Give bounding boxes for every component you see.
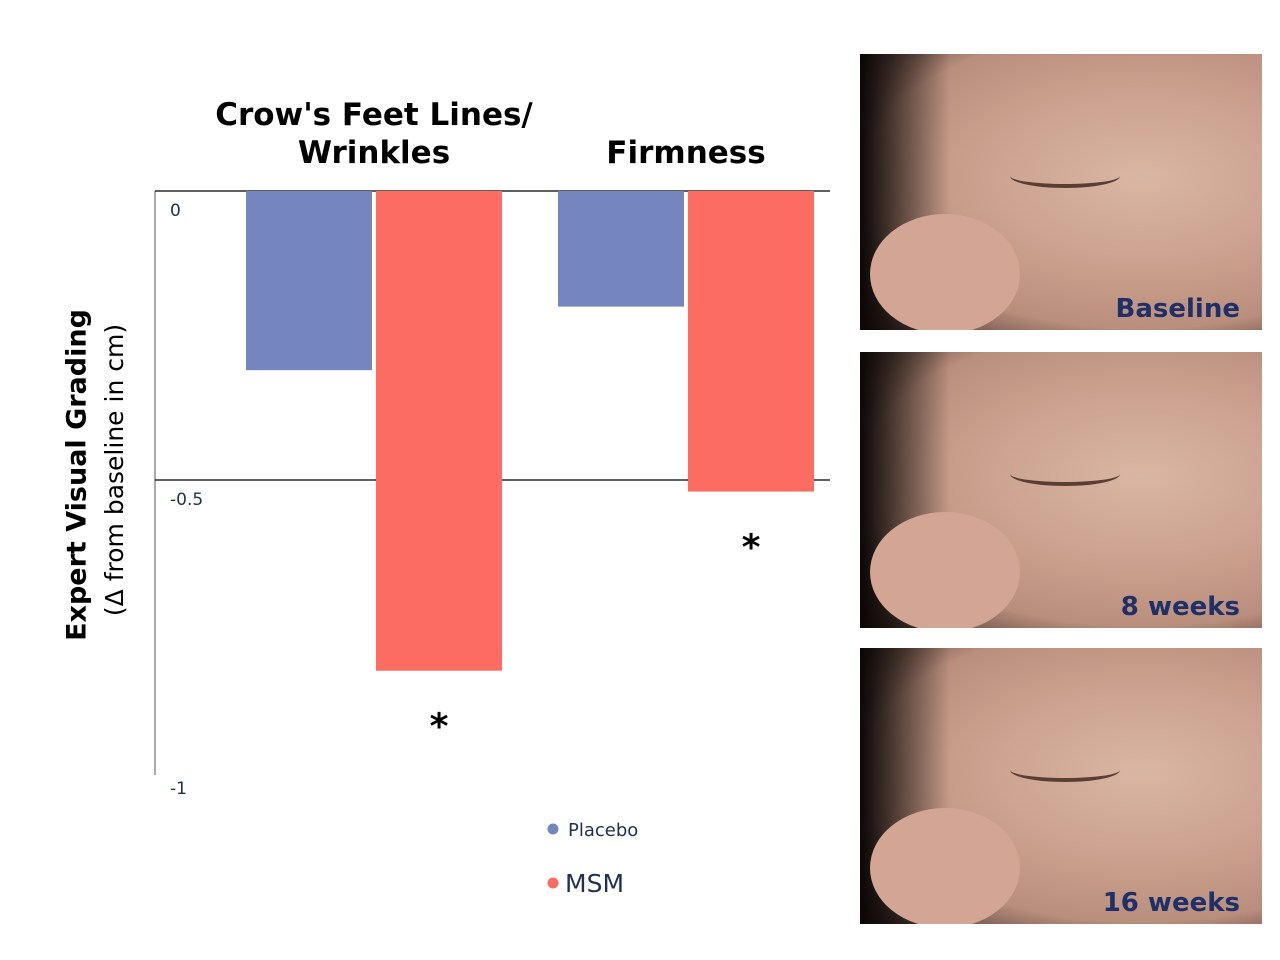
photo-eye bbox=[1010, 758, 1120, 782]
significance-marker: * bbox=[430, 707, 449, 748]
photo-eye bbox=[1010, 462, 1120, 486]
photo-caption: 8 weeks bbox=[1120, 592, 1240, 622]
significance-marker: * bbox=[742, 528, 761, 569]
legend-label: Placebo bbox=[568, 820, 638, 841]
y-tick-label: 0 bbox=[170, 201, 181, 221]
legend-marker bbox=[547, 823, 559, 835]
y-tick-label: -1 bbox=[170, 779, 187, 799]
photo-caption: 16 weeks bbox=[1102, 888, 1240, 918]
photo-nose bbox=[870, 512, 1020, 628]
y-tick-label: -0.5 bbox=[170, 490, 203, 510]
y-axis-label: Expert Visual Grading bbox=[62, 309, 93, 641]
photo-nose bbox=[870, 214, 1020, 330]
photo-nose bbox=[870, 808, 1020, 924]
photo-caption: Baseline bbox=[1115, 294, 1240, 324]
category-label: Firmness bbox=[606, 135, 766, 171]
bar bbox=[246, 191, 372, 371]
y-axis-note: (Δ from baseline in cm) bbox=[100, 324, 129, 616]
chart: Expert Visual Grading (Δ from baseline i… bbox=[62, 190, 830, 898]
bar bbox=[688, 191, 814, 492]
bar bbox=[376, 191, 502, 671]
bar bbox=[558, 191, 684, 307]
category-label: Crow's Feet Lines/ Wrinkles bbox=[215, 97, 533, 171]
legend-label: MSM bbox=[565, 869, 624, 898]
photo: 16 weeks bbox=[860, 648, 1262, 924]
photo: Baseline bbox=[860, 54, 1262, 330]
photo-eye bbox=[1010, 164, 1120, 188]
legend-marker bbox=[547, 877, 559, 889]
photo: 8 weeks bbox=[860, 352, 1262, 628]
